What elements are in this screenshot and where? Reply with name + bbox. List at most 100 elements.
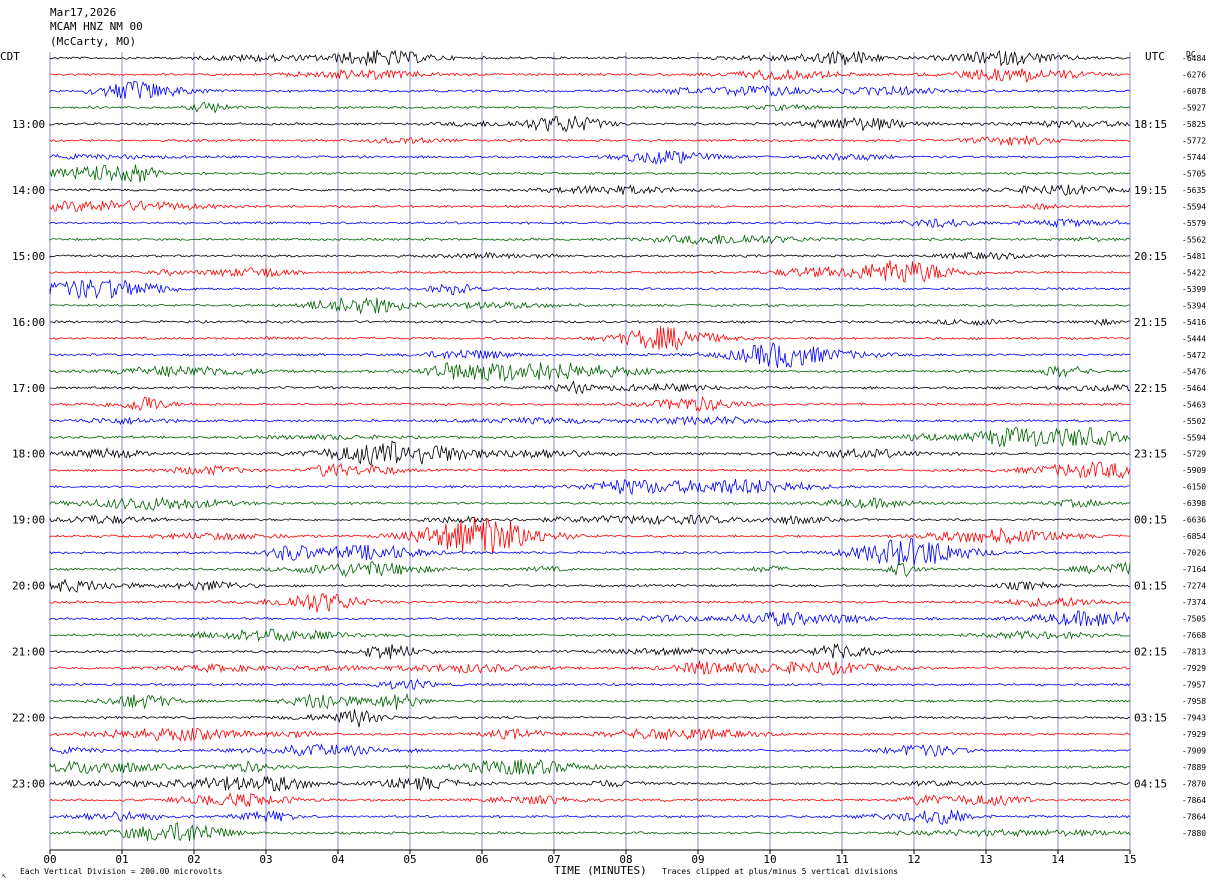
x-tick-label: 06 [475,853,488,866]
trace-29 [49,516,1131,554]
dc-offset-label: -7164 [1182,565,1206,574]
dc-offset-label: -5635 [1182,186,1206,195]
utc-time-label: 04:15 [1134,778,1167,791]
trace-31 [49,561,1131,578]
dc-offset-label: -6854 [1182,532,1206,541]
local-time-label: 17:00 [12,382,45,395]
x-tick-label: 14 [1051,853,1065,866]
trace-1 [49,68,1131,84]
trace-9 [49,199,1131,212]
trace-42 [49,743,1131,758]
footer-corner-mark: ↖ [2,871,7,880]
dc-offset-label: -5705 [1182,169,1206,178]
dc-offset-label: -5562 [1182,235,1206,244]
dc-offset-label: -7957 [1182,681,1206,690]
trace-43 [49,759,1131,775]
dc-offset-label: -7026 [1182,549,1206,558]
trace-28 [49,514,1131,526]
dc-offset-labels: -6484 -6276 -6078 -5927 -5825 -5772 -5744 -5705… [1182,54,1206,838]
x-tick-label: 00 [43,853,56,866]
trace-35 [49,628,1131,643]
trace-25 [49,461,1131,480]
utc-time-label: 18:15 [1134,118,1167,131]
dc-offset-label: -5729 [1182,450,1206,459]
dc-offset-label: -5464 [1182,384,1206,393]
dc-offset-label: -5463 [1182,400,1206,409]
trace-34 [49,610,1131,627]
dc-offset-label: -7374 [1182,598,1206,607]
dc-offset-label: -5502 [1182,417,1206,426]
dc-offset-label: -7943 [1182,714,1206,723]
dc-offset-label: -7929 [1182,730,1206,739]
trace-37 [49,660,1131,676]
dc-offset-label: -6398 [1182,499,1206,508]
local-time-label: 15:00 [12,250,45,263]
trace-38 [49,678,1131,690]
x-tick-label: 08 [619,853,632,866]
trace-18 [49,342,1131,368]
dc-offset-label: -7958 [1182,697,1206,706]
dc-offset-label: -7909 [1182,747,1206,756]
trace-30 [49,537,1131,566]
x-tick-label: 03 [259,853,272,866]
trace-27 [49,496,1131,511]
dc-offset-label: -7864 [1182,796,1206,805]
local-time-label: 18:00 [12,448,45,461]
dc-offset-label: -5579 [1182,219,1206,228]
dc-offset-label: -7929 [1182,664,1206,673]
trace-5 [49,135,1130,147]
x-tick-label: 11 [835,853,848,866]
trace-3 [49,101,1131,114]
dc-offset-label: -5772 [1182,136,1206,145]
x-tick-label: 02 [187,853,200,866]
dc-offset-label: -5927 [1182,103,1206,112]
x-tick-label: 04 [331,853,345,866]
footer-clip-note: Traces clipped at plus/minus 5 vertical … [662,867,898,876]
dc-offset-label: -7880 [1182,829,1206,838]
trace-22 [49,415,1131,427]
header-date: Mar17,2026 [50,6,116,19]
utc-time-label: 21:15 [1134,316,1167,329]
dc-offset-label: -5481 [1182,252,1206,261]
dc-offset-label: -6636 [1182,516,1206,525]
dc-offset-label: -5416 [1182,318,1206,327]
local-time-label: 16:00 [12,316,45,329]
x-tick-label: 12 [907,853,920,866]
utc-time-label: 23:15 [1134,448,1167,461]
dc-offset-label: -6150 [1182,483,1206,492]
x-tick-label: 01 [115,853,128,866]
trace-0 [49,49,1131,67]
left-axis-title: CDT [0,50,20,63]
dc-title: DC [1186,50,1196,59]
header-location: (McCarty, MO) [50,35,136,48]
dc-offset-label: -6078 [1182,87,1206,96]
x-tick-label: 09 [691,853,704,866]
trace-12 [49,251,1131,261]
x-tick-label: 13 [979,853,992,866]
trace-33 [49,592,1131,613]
local-time-label: 20:00 [12,580,45,593]
local-time-label: 22:00 [12,712,45,725]
trace-11 [49,234,1131,246]
utc-time-label: 22:15 [1134,382,1167,395]
trace-23 [49,426,1131,448]
dc-offset-label: -6276 [1182,70,1206,79]
trace-14 [49,278,1131,300]
header-station: MCAM HNZ NM 00 [50,20,143,33]
trace-36 [49,643,1131,660]
local-time-labels: 13:00 14:00 15:00 16:00 17:00 18:00 19:00 20:00… [12,118,45,791]
trace-26 [49,478,1131,496]
dc-offset-label: -7889 [1182,763,1206,772]
trace-45 [49,792,1131,808]
trace-32 [49,578,1131,593]
x-tick-labels: 00 01 02 03 04 05 06 07 08 09 10 11 12 13 14 15 [43,850,1137,866]
trace-8 [49,184,1131,196]
trace-15 [49,297,1131,315]
local-time-label: 23:00 [12,778,45,791]
local-time-label: 21:00 [12,646,45,659]
trace-41 [49,728,1131,742]
utc-time-label: 02:15 [1134,646,1167,659]
dc-offset-label: -5399 [1182,285,1206,294]
